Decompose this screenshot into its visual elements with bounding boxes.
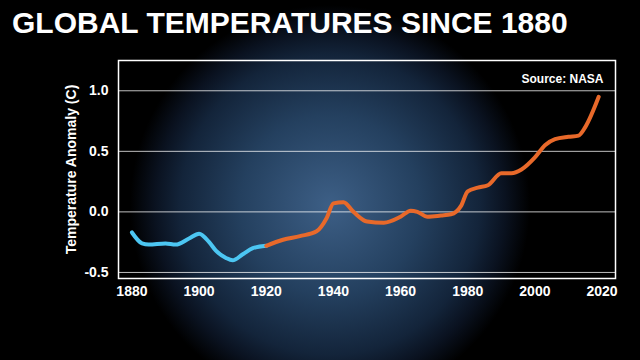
svg-text:2020: 2020 [586,283,617,299]
svg-text:1920: 1920 [251,283,282,299]
svg-text:0.0: 0.0 [89,203,109,219]
svg-text:1900: 1900 [184,283,215,299]
svg-text:1940: 1940 [318,283,349,299]
svg-text:1960: 1960 [385,283,416,299]
svg-text:Source: NASA: Source: NASA [521,72,603,86]
svg-text:Temperature Anomaly (C): Temperature Anomaly (C) [63,85,79,255]
svg-text:1980: 1980 [452,283,483,299]
svg-text:1880: 1880 [116,283,147,299]
html-text:GLOBAL TEMPERATURES SINCE 1880: GLOBAL TEMPERATURES SINCE 1880 [12,6,568,39]
svg-text:-0.5: -0.5 [84,264,108,280]
svg-text:0.5: 0.5 [89,143,109,159]
svg-text:2000: 2000 [519,283,550,299]
svg-text:1.0: 1.0 [89,82,109,98]
